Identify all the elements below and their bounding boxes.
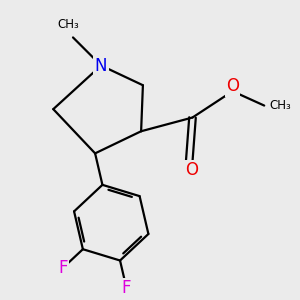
Text: F: F bbox=[58, 259, 68, 277]
Text: N: N bbox=[95, 56, 107, 74]
Text: CH₃: CH₃ bbox=[269, 99, 291, 112]
Text: O: O bbox=[185, 161, 198, 179]
Text: O: O bbox=[226, 77, 239, 95]
Text: F: F bbox=[122, 279, 131, 297]
Text: CH₃: CH₃ bbox=[57, 19, 79, 32]
